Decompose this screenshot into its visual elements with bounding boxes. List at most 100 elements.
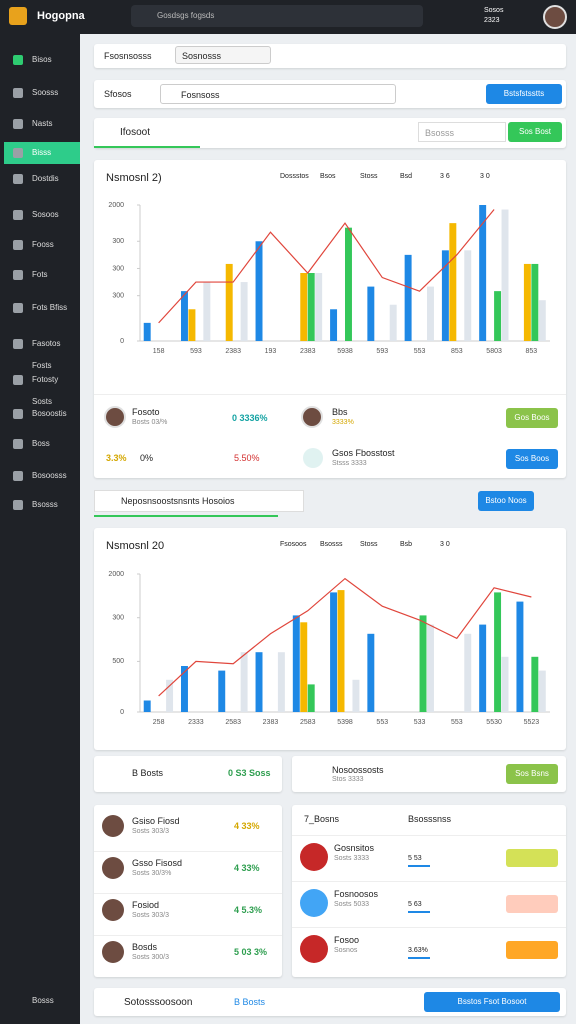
- row-button[interactable]: [506, 941, 558, 959]
- row-button[interactable]: [506, 895, 558, 913]
- bar: [255, 652, 263, 712]
- sidebar-icon: [13, 148, 23, 158]
- stat: 3.3%: [106, 453, 127, 463]
- sidebar-footer[interactable]: Bosss: [32, 996, 54, 1005]
- panel-title: 7_Bosns: [304, 814, 340, 824]
- chart-panel: Nsmosnl 20 Fsosoos Bsosss Stoss Bsb 3 0 0 500 3…: [94, 528, 566, 750]
- chart-filter[interactable]: 3 0: [440, 541, 450, 548]
- x-tick-label: 2383: [225, 348, 241, 355]
- chart-filter[interactable]: Bsos: [320, 173, 336, 180]
- person-sub: Bosts 03/%: [132, 419, 168, 426]
- sidebar-item[interactable]: Dostdis: [32, 174, 59, 183]
- sidebar-item[interactable]: Bisss: [4, 142, 80, 164]
- chart-filter[interactable]: Stoss: [360, 541, 378, 548]
- sidebar-icon: [13, 119, 23, 129]
- divider: [94, 851, 282, 852]
- bar: [277, 652, 285, 712]
- blue-button[interactable]: Bsstos Fsot Bosoot: [424, 992, 560, 1012]
- toolbar: [94, 44, 566, 68]
- x-tick-label: 193: [265, 348, 277, 355]
- bar: [538, 670, 546, 712]
- x-tick-label: 5530: [486, 719, 502, 726]
- sidebar-item[interactable]: Sosoos: [32, 210, 59, 219]
- chart-filter[interactable]: 3 0: [480, 173, 490, 180]
- bar: [479, 624, 487, 712]
- sidebar-item[interactable]: Bosoosss: [32, 471, 67, 480]
- green-button[interactable]: Gos Boos: [506, 408, 558, 428]
- chart-filter[interactable]: Fsosoos: [280, 541, 307, 548]
- sidebar-item[interactable]: Fots: [32, 270, 48, 279]
- chart-filter[interactable]: Bsb: [400, 541, 413, 548]
- avatar: [102, 941, 124, 963]
- sidebar-icon: [13, 303, 23, 313]
- footer-bar: Sotosssoosoon B Bosts Bsstos Fsot Bosoot: [94, 988, 566, 1016]
- card-stat: 0 S3 Soss: [228, 768, 271, 778]
- chart-filter[interactable]: 3 6: [440, 173, 450, 180]
- sidebar-item[interactable]: Nasts: [32, 119, 53, 128]
- row-progress: [408, 865, 430, 867]
- green-button[interactable]: Sos Bsns: [506, 764, 558, 784]
- sidebar-item[interactable]: Bosoostis: [32, 409, 67, 418]
- row-sub: Sosts 5033: [334, 901, 370, 908]
- user-line: 2323: [484, 17, 500, 24]
- bar: [419, 615, 427, 712]
- x-tick-label: 258: [153, 719, 165, 726]
- user-avatar[interactable]: [543, 5, 567, 29]
- sidebar-item[interactable]: Fots Bfiss: [32, 303, 68, 312]
- row-icon: [300, 935, 328, 963]
- chart-panel: Nsmosnl 2) Fosoto Bosts 03/% 0 3336% Bbs…: [94, 160, 566, 478]
- sidebar-item[interactable]: Boss: [32, 439, 50, 448]
- chart-filter[interactable]: Bsosss: [320, 541, 343, 548]
- chart-filter[interactable]: Bsd: [400, 173, 413, 180]
- y-tick-label: 500: [112, 658, 124, 665]
- sidebar-item[interactable]: Soosss: [32, 88, 59, 97]
- people-list: Gsiso Fiosd Sosts 303/3 4 33% Gsso Fisosd So…: [94, 805, 282, 977]
- select[interactable]: Neposnsoostsnsnts Hosoios: [94, 490, 304, 512]
- bar: [501, 656, 509, 712]
- chart-filter[interactable]: Dossstos: [280, 173, 309, 180]
- bar: [225, 263, 233, 341]
- filter-select[interactable]: Sfosos: [104, 89, 132, 99]
- search-placeholder: Gosdsgs fogsds: [157, 11, 215, 20]
- sidebar-item[interactable]: Bsosss: [32, 500, 58, 509]
- line-series: [158, 577, 532, 697]
- person-name: Fosiod: [132, 900, 160, 910]
- bar: [218, 670, 226, 712]
- search-input[interactable]: Fosnsoss: [160, 84, 396, 104]
- sidebar-item[interactable]: Fotosty Sosts: [32, 375, 59, 406]
- section-header: [94, 118, 566, 148]
- person-sub: Sosts 30/3%: [132, 870, 172, 877]
- blue-button[interactable]: Bstoo Noos: [478, 491, 534, 511]
- search-box[interactable]: [131, 5, 423, 27]
- sidebar-item[interactable]: Fasotos Fosts: [32, 339, 61, 370]
- sidebar-item[interactable]: Bisos: [32, 55, 52, 64]
- x-tick-label: 158: [153, 348, 165, 355]
- input[interactable]: Bsosss: [418, 122, 506, 142]
- sidebar-item[interactable]: Fooss: [32, 240, 54, 249]
- dropdown[interactable]: Sosnosss: [175, 46, 271, 64]
- person-name: Gsso Fisosd: [132, 858, 183, 868]
- x-tick-label: 5398: [337, 719, 353, 726]
- bar: [240, 282, 248, 341]
- person-name: Fosoto: [132, 407, 160, 417]
- green-button[interactable]: Sos Bost: [508, 122, 562, 142]
- row-button[interactable]: [506, 849, 558, 867]
- bar: [494, 291, 502, 341]
- bar: [427, 624, 434, 712]
- bar: [300, 273, 308, 341]
- bar: [449, 223, 457, 341]
- bar: [404, 254, 412, 341]
- row-value: 3.63%: [408, 947, 428, 954]
- sidebar-icon: [13, 174, 23, 184]
- primary-button[interactable]: Bstsfstsstts: [486, 84, 562, 104]
- sidebar-icon: [13, 270, 23, 280]
- sidebar-icon: [13, 210, 23, 220]
- divider: [292, 881, 566, 882]
- bar: [367, 633, 375, 712]
- top-bar: Hogopna Gosdsgs fogsds Sosos 2323: [0, 0, 576, 34]
- bar: [501, 209, 509, 341]
- chart-filter[interactable]: Stoss: [360, 173, 378, 180]
- x-tick-label: 593: [376, 348, 388, 355]
- chart-title: Nsmosnl 2): [106, 172, 162, 184]
- blue-button[interactable]: Sos Boos: [506, 449, 558, 469]
